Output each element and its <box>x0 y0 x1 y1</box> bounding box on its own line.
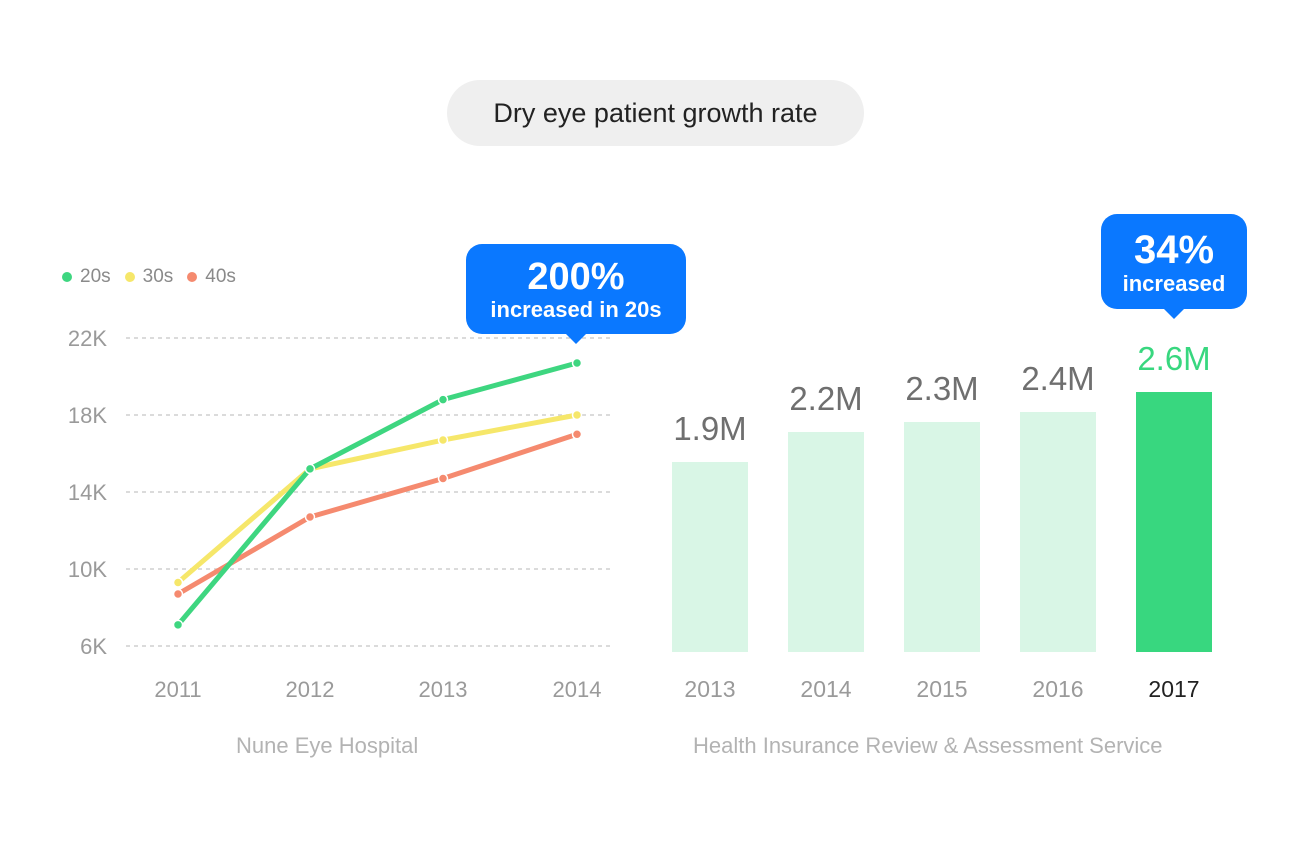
data-point-20s <box>437 394 449 405</box>
data-point-20s <box>304 463 316 475</box>
bar-value-label: 1.9M <box>673 410 746 447</box>
line-chart-source: Nune Eye Hospital <box>236 733 419 758</box>
bar-2013 <box>672 462 748 652</box>
bar-category-label: 2017 <box>1148 676 1199 702</box>
legend-item-40s: 40s <box>187 266 236 288</box>
bar-category-label: 2015 <box>916 676 967 702</box>
y-tick-label: 18K <box>68 403 107 428</box>
data-point-40s <box>304 511 316 523</box>
data-point-40s <box>437 473 449 484</box>
legend-dot-40s <box>187 272 198 282</box>
data-point-30s <box>172 577 184 588</box>
legend-label-20s: 20s <box>80 266 111 287</box>
legend-label-40s: 40s <box>205 266 236 287</box>
bar-category-label: 2014 <box>800 676 851 702</box>
bar-2014 <box>788 432 864 652</box>
legend-label-30s: 30s <box>142 266 174 287</box>
legend-item-20s: 20s <box>62 266 111 288</box>
bar-growth-callout: 34% increased <box>1101 214 1247 309</box>
bar-category-label: 2016 <box>1032 676 1083 702</box>
bar-2017 <box>1136 392 1212 652</box>
legend-item-30s: 30s <box>124 266 174 288</box>
line-callout-text: increased in 20s <box>490 297 662 322</box>
chart-title: Dry eye patient growth rate <box>447 80 864 146</box>
y-tick-label: 10K <box>68 557 107 582</box>
data-point-20s <box>571 357 583 369</box>
bar-callout-value: 34% <box>1133 228 1215 272</box>
bar-2016 <box>1020 412 1096 652</box>
y-tick-label: 14K <box>68 480 107 505</box>
bar-value-label: 2.6M <box>1137 340 1210 377</box>
series-line-30s <box>175 412 580 585</box>
series-line-40s <box>175 431 580 597</box>
series-line-20s <box>175 360 580 628</box>
data-point-30s <box>437 434 449 446</box>
bar-value-label: 2.3M <box>905 370 978 407</box>
y-tick-label: 22K <box>68 326 107 351</box>
line-growth-callout: 200% increased in 20s <box>466 244 686 334</box>
bar-callout-text: increased <box>1122 271 1226 296</box>
data-point-20s <box>172 619 184 631</box>
bar-value-label: 2.4M <box>1021 360 1094 397</box>
bar-2015 <box>904 422 980 652</box>
legend-dot-20s <box>62 272 72 282</box>
data-point-30s <box>571 409 583 421</box>
line-legend: 20s 30s 40s <box>62 266 236 288</box>
data-point-40s <box>172 588 184 600</box>
bar-chart-source: Health Insurance Review & Assessment Ser… <box>693 733 1163 758</box>
x-tick-label: 2011 <box>154 677 201 702</box>
bar-value-label: 2.2M <box>789 380 862 417</box>
x-tick-label: 2014 <box>553 677 602 702</box>
bar-category-label: 2013 <box>684 676 735 702</box>
line-callout-value: 200% <box>527 256 625 298</box>
legend-dot-30s <box>124 272 135 282</box>
x-tick-label: 2012 <box>286 677 335 702</box>
y-tick-label: 6K <box>80 634 107 659</box>
x-tick-label: 2013 <box>419 677 468 702</box>
data-point-40s <box>571 429 583 440</box>
